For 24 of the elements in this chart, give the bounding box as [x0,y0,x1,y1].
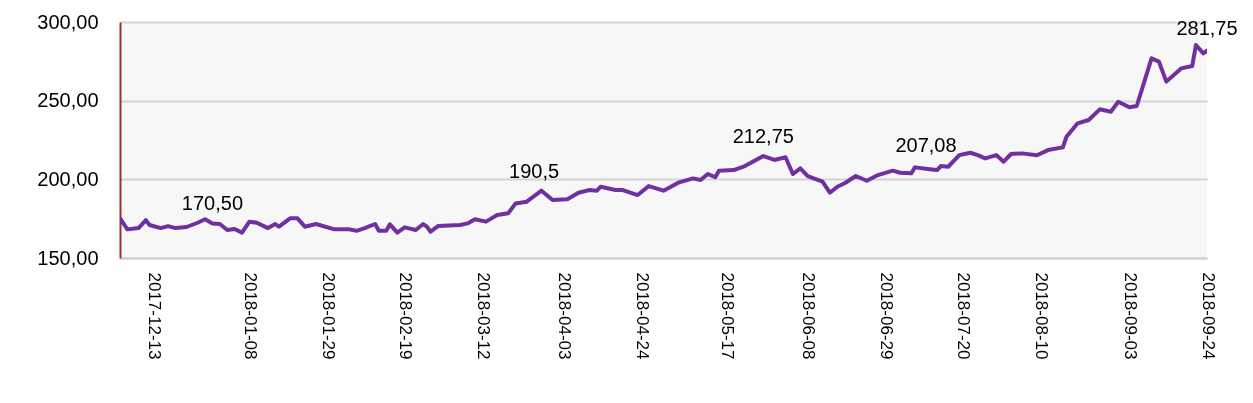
x-tick-label: 2018-06-29 [876,272,896,360]
x-tick-label: 2018-03-12 [473,272,493,360]
annotation: 212,75 [732,125,794,148]
x-tick-label: 2018-07-20 [954,272,974,360]
x-tick-label: 2018-08-10 [1032,272,1052,360]
annotation: 207,08 [895,134,957,157]
x-tick-label: 2018-04-03 [555,272,575,360]
y-tick-label: 250,00 [37,89,99,112]
x-tick-label: 2018-01-08 [240,272,260,360]
x-tick-label: 2018-09-24 [1198,272,1218,360]
annotation: 281,75 [1176,16,1238,39]
annotation: 190,5 [509,160,560,183]
line-series [120,42,1207,235]
x-tick-label: 2018-09-03 [1120,272,1140,360]
x-tick-label: 2017-12-13 [144,272,164,360]
y-tick-label: 150,00 [37,246,99,269]
x-tick-label: 2018-05-17 [717,272,737,360]
x-tick-label: 2018-01-29 [318,272,338,360]
annotation: 170,50 [181,191,244,214]
x-tick-label: 2018-02-19 [396,272,416,360]
x-tick-label: 2018-04-24 [632,272,652,360]
y-tick-label: 300,00 [37,10,99,33]
y-tick-label: 200,00 [37,167,99,190]
x-tick-label: 2018-06-08 [799,272,819,360]
